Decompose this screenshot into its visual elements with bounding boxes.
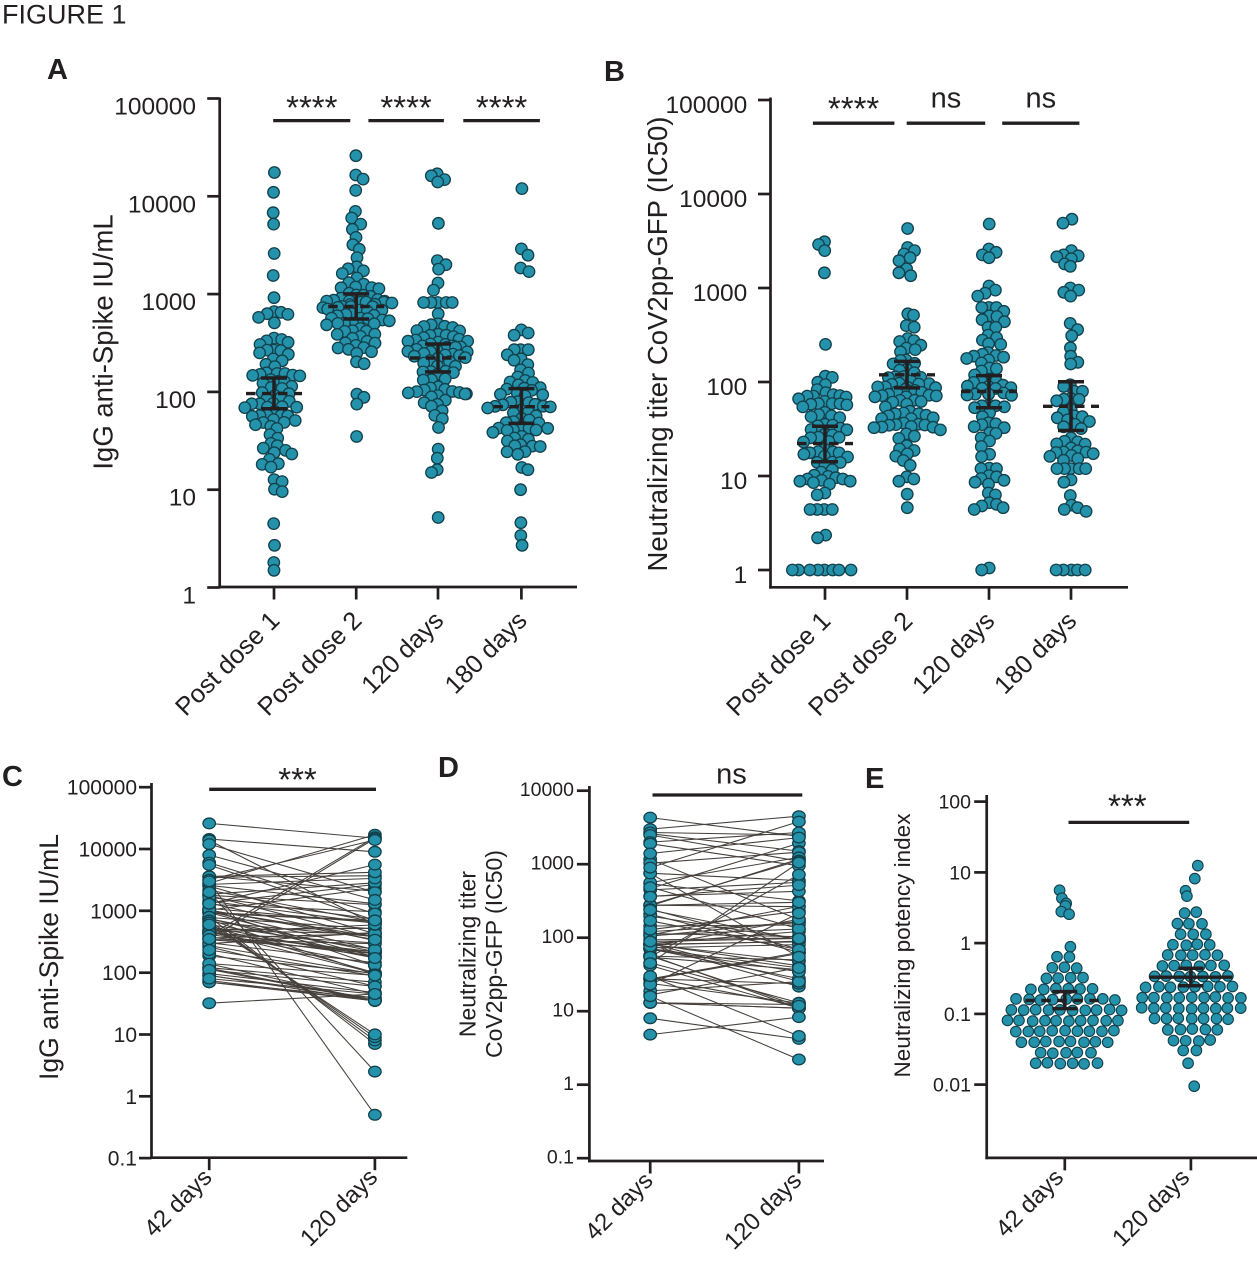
svg-text:100: 100: [102, 962, 137, 985]
svg-text:100000: 100000: [114, 94, 196, 121]
svg-text:ns: ns: [931, 83, 962, 115]
svg-text:E: E: [865, 763, 884, 795]
svg-text:10: 10: [114, 1024, 137, 1047]
svg-text:10: 10: [169, 485, 196, 512]
svg-text:1000: 1000: [531, 853, 575, 875]
svg-text:0.1: 0.1: [547, 1147, 574, 1169]
svg-text:FIGURE 1: FIGURE 1: [2, 0, 127, 30]
svg-text:Neutralizing titer: Neutralizing titer: [455, 871, 481, 1038]
svg-text:***: ***: [1108, 787, 1147, 824]
svg-text:100: 100: [706, 374, 747, 401]
svg-text:Neutralizing titer CoV2pp-GFP: Neutralizing titer CoV2pp-GFP (IC50): [642, 117, 673, 572]
svg-text:CoV2pp-GFP (IC50): CoV2pp-GFP (IC50): [481, 850, 507, 1058]
svg-text:IgG anti-Spike IU/mL: IgG anti-Spike IU/mL: [34, 834, 64, 1080]
svg-text:1000: 1000: [141, 289, 196, 316]
svg-text:1: 1: [182, 583, 196, 610]
svg-text:D: D: [438, 752, 459, 784]
svg-text:1: 1: [563, 1073, 574, 1095]
svg-text:****: ****: [476, 89, 528, 126]
svg-text:10: 10: [552, 1000, 574, 1022]
svg-text:100: 100: [155, 387, 196, 414]
svg-text:1000: 1000: [90, 900, 137, 923]
svg-text:1: 1: [960, 933, 971, 955]
svg-text:1: 1: [125, 1086, 137, 1109]
svg-text:10000: 10000: [520, 779, 574, 801]
svg-text:100000: 100000: [67, 777, 137, 800]
svg-text:A: A: [47, 54, 68, 86]
svg-text:****: ****: [828, 90, 880, 127]
svg-text:1000: 1000: [693, 280, 748, 307]
svg-text:10: 10: [720, 468, 747, 495]
svg-text:Neutralizing potency index: Neutralizing potency index: [890, 813, 915, 1078]
svg-text:ns: ns: [716, 759, 747, 791]
svg-text:10: 10: [949, 862, 971, 884]
svg-text:IgG anti-Spike IU/mL: IgG anti-Spike IU/mL: [88, 214, 119, 469]
svg-text:****: ****: [286, 89, 338, 126]
svg-text:1: 1: [734, 562, 748, 589]
svg-text:0.1: 0.1: [108, 1148, 137, 1171]
svg-text:****: ****: [380, 89, 432, 126]
svg-text:100000: 100000: [666, 92, 748, 119]
svg-text:B: B: [604, 56, 625, 88]
svg-text:0.1: 0.1: [944, 1004, 971, 1026]
svg-text:***: ***: [278, 761, 317, 798]
svg-text:100: 100: [541, 926, 574, 948]
svg-text:ns: ns: [1025, 83, 1056, 115]
svg-text:10000: 10000: [128, 191, 196, 218]
svg-text:0.01: 0.01: [933, 1075, 971, 1097]
svg-text:10000: 10000: [79, 839, 137, 862]
svg-text:100: 100: [938, 792, 971, 814]
svg-text:C: C: [2, 761, 23, 793]
svg-text:10000: 10000: [679, 186, 747, 213]
